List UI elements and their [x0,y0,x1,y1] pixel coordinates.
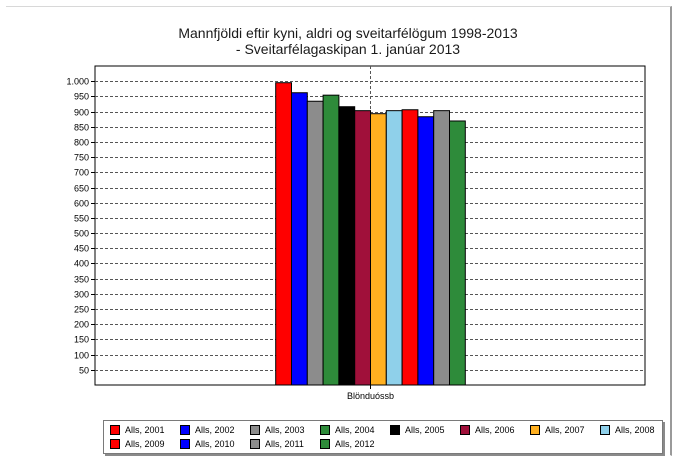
legend-swatch [180,439,190,449]
legend-item: Alls, 2004 [320,423,375,437]
legend-label: Alls, 2009 [125,439,165,449]
legend-swatch [390,425,400,435]
legend-label: Alls, 2010 [195,439,235,449]
legend-item: Alls, 2006 [460,423,515,437]
legend-item: Alls, 2001 [110,423,165,437]
chart-legend: Alls, 2001 Alls, 2002 Alls, 2003 Alls, 2004… [103,420,663,454]
legend-item: Alls, 2012 [320,437,375,451]
bar-alls-2004 [322,94,340,386]
legend-item: Alls, 2011 [250,437,304,451]
legend-label: Alls, 2006 [475,425,515,435]
y-tick-label: 850 [74,123,89,133]
y-tick-label: 150 [74,335,89,345]
y-tick-label: 1.000 [66,77,89,87]
y-tick-label: 100 [74,351,89,361]
y-tick-label: 250 [74,305,89,315]
y-tick-label: 450 [74,244,89,254]
bar-alls-2008 [385,110,403,386]
bar-alls-2007 [370,113,387,386]
y-tick-label: 550 [74,214,89,224]
legend-item: Alls, 2003 [250,423,305,437]
y-tick-label: 500 [74,229,89,239]
bar-alls-2009 [401,109,419,386]
bar-alls-2002 [291,92,308,386]
legend-item: Alls, 2002 [180,423,235,437]
legend-item: Alls, 2008 [600,423,655,437]
y-tick-label: 300 [74,290,89,300]
legend-item: Alls, 2007 [530,423,585,437]
y-tick-label: 900 [74,108,89,118]
legend-swatch [320,425,330,435]
y-tick-label: 200 [74,320,89,330]
legend-label: Alls, 2011 [265,439,304,449]
legend-swatch [110,425,120,435]
y-tick-label: 800 [74,138,89,148]
legend-label: Alls, 2002 [195,425,235,435]
legend-item: Alls, 2009 [110,437,165,451]
y-tick-label: 50 [79,366,89,376]
legend-item: Alls, 2005 [390,423,445,437]
y-tick-label: 650 [74,184,89,194]
y-tick-label: 600 [74,199,89,209]
y-tick-label: 350 [74,275,89,285]
bar-alls-2003 [306,100,324,386]
chart-title-line-1: Mannfjöldi eftir kyni, aldri og sveitarf… [178,25,518,41]
y-tick-label: 750 [74,153,89,163]
legend-swatch [250,439,260,449]
y-tick-label: 400 [74,259,89,269]
legend-label: Alls, 2004 [335,425,375,435]
legend-swatch [530,425,540,435]
legend-swatch [250,425,260,435]
bar-alls-2012 [449,120,466,386]
legend-swatch [110,439,120,449]
legend-label: Alls, 2005 [405,425,445,435]
bar-alls-2001 [275,82,293,386]
legend-swatch [180,425,190,435]
chart-frame [6,6,672,456]
legend-swatch [320,439,330,449]
y-tick-label: 950 [74,92,89,102]
legend-swatch [600,425,610,435]
bar-alls-2005 [338,106,356,386]
chart-title-line-2: - Sveitarfélagaskipan 1. janúar 2013 [236,41,460,57]
legend-label: Alls, 2001 [125,425,165,435]
legend-label: Alls, 2003 [265,425,305,435]
legend-label: Alls, 2008 [615,425,655,435]
x-category-label: Blönduóssb [347,391,394,401]
legend-swatch [460,425,470,435]
y-tick-label: 700 [74,168,89,178]
bar-alls-2011 [433,110,451,386]
bar-alls-2006 [354,110,372,386]
legend-label: Alls, 2012 [335,439,375,449]
legend-label: Alls, 2007 [545,425,585,435]
legend-item: Alls, 2010 [180,437,235,451]
bar-alls-2010 [417,116,435,386]
